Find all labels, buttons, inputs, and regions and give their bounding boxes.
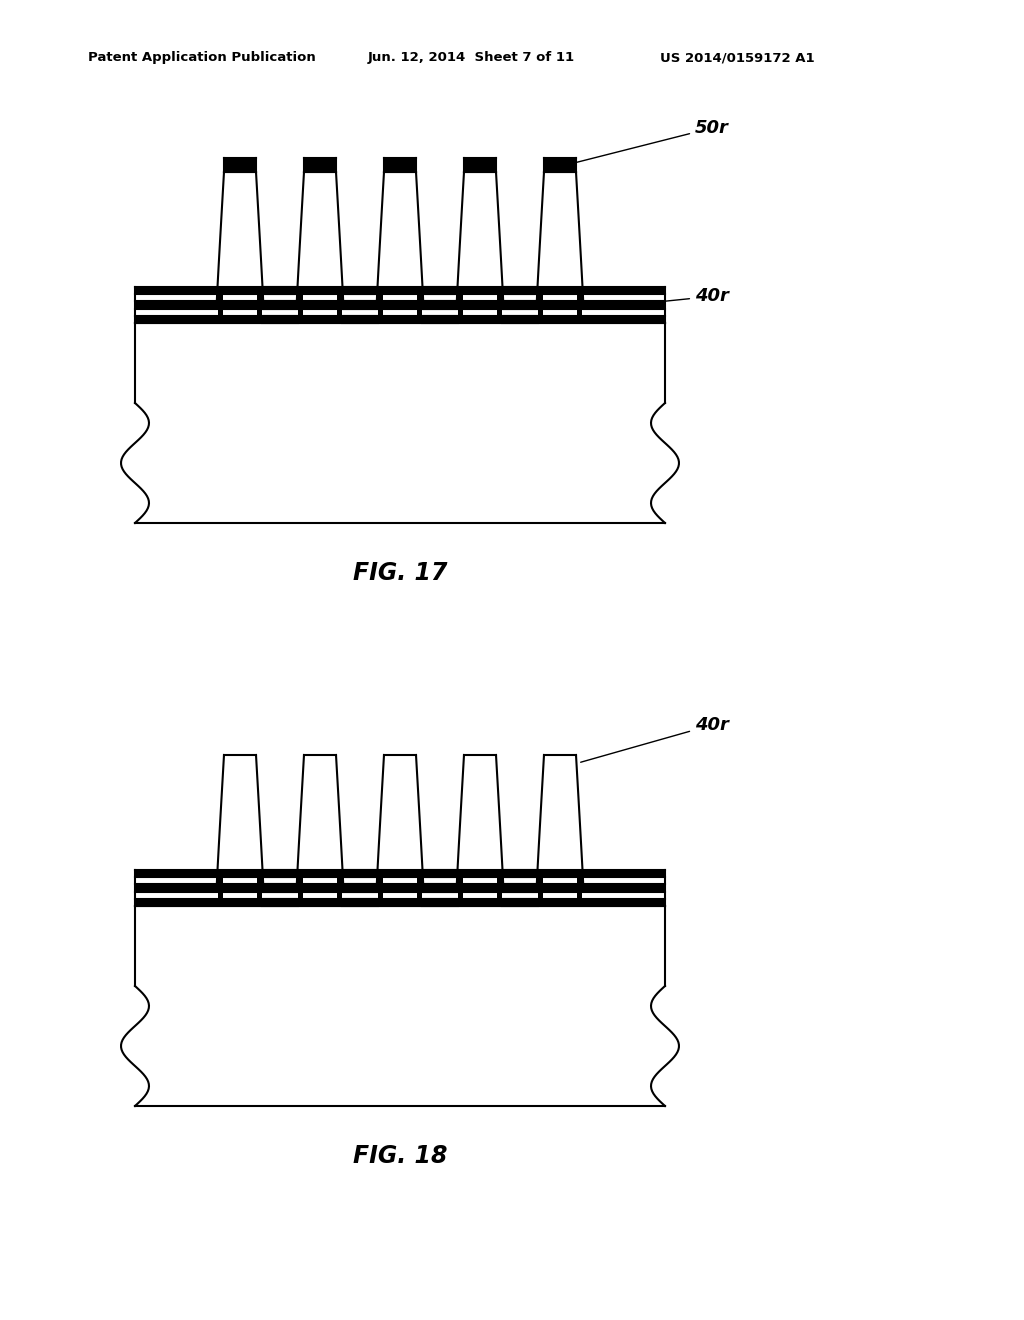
Text: FIG. 17: FIG. 17 (352, 561, 447, 585)
Polygon shape (298, 172, 342, 286)
Polygon shape (458, 172, 502, 286)
Polygon shape (378, 755, 422, 870)
Polygon shape (538, 755, 582, 870)
Polygon shape (538, 172, 582, 286)
Text: Jun. 12, 2014  Sheet 7 of 11: Jun. 12, 2014 Sheet 7 of 11 (368, 51, 575, 65)
Text: FIG. 18: FIG. 18 (352, 1144, 447, 1168)
Text: 50r: 50r (577, 119, 729, 162)
Polygon shape (218, 172, 262, 286)
Polygon shape (298, 755, 342, 870)
Polygon shape (378, 172, 422, 286)
Text: 40r: 40r (666, 288, 729, 305)
Polygon shape (218, 755, 262, 870)
Text: US 2014/0159172 A1: US 2014/0159172 A1 (660, 51, 815, 65)
Text: 40r: 40r (581, 715, 729, 762)
Polygon shape (458, 755, 502, 870)
Text: Patent Application Publication: Patent Application Publication (88, 51, 315, 65)
